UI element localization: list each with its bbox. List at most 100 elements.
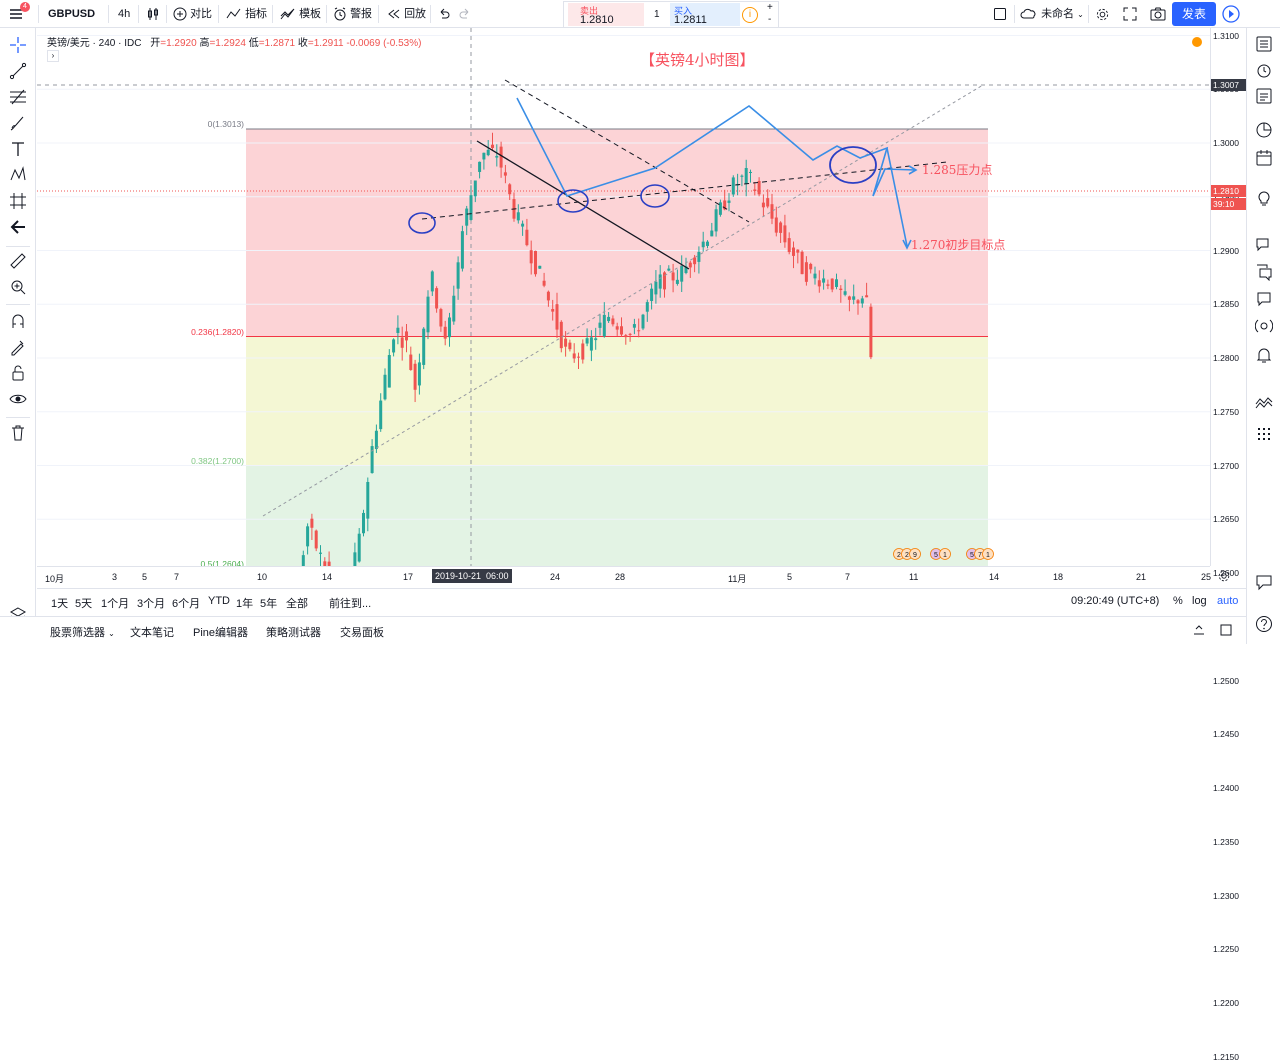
- ideas-button[interactable]: [1252, 186, 1276, 210]
- ruler-tool[interactable]: [6, 249, 30, 273]
- fib-level-label: 0.5(1.2604): [200, 558, 244, 566]
- legend-symbol: 英镑/美元 · 240 · IDC: [47, 38, 142, 49]
- range-button[interactable]: 1年: [236, 598, 254, 610]
- fib-level-label: 0(1.3013): [207, 119, 244, 130]
- tab-text-notes[interactable]: 文本笔记: [130, 627, 174, 639]
- dom-button[interactable]: [1252, 423, 1276, 447]
- log-toggle[interactable]: log: [1192, 595, 1207, 607]
- time-axis[interactable]: 10月35710141721242811月571114182125 2019-1…: [37, 566, 1212, 588]
- price-tick: 1.3100: [1213, 30, 1239, 41]
- help-button[interactable]: [1252, 612, 1276, 636]
- pattern-tool[interactable]: [6, 163, 30, 187]
- redo-button[interactable]: [458, 4, 472, 24]
- sell-button[interactable]: 卖出 1.2810: [568, 3, 644, 26]
- minus-icon[interactable]: -: [768, 14, 772, 25]
- candle-body: [860, 298, 864, 304]
- back-tool[interactable]: [6, 215, 30, 239]
- alert-button[interactable]: 警报: [333, 4, 372, 24]
- fib-level-label: 0.382(1.2700): [191, 455, 244, 466]
- percent-toggle[interactable]: %: [1173, 595, 1183, 607]
- prediction-tool[interactable]: [6, 189, 30, 213]
- candle-body: [508, 184, 512, 195]
- zoom-tool[interactable]: [6, 275, 30, 299]
- templates-button[interactable]: 模板: [280, 4, 321, 24]
- trendline-tool[interactable]: [6, 59, 30, 83]
- publish-button[interactable]: 发表: [1172, 2, 1216, 26]
- brush-tool[interactable]: [6, 111, 30, 135]
- alert-dot[interactable]: [1192, 37, 1202, 47]
- undo-button[interactable]: [437, 4, 451, 24]
- ticker-tape-button[interactable]: [1252, 390, 1276, 414]
- range-button[interactable]: 1天: [51, 598, 69, 610]
- candle-body: [435, 288, 439, 309]
- auto-toggle[interactable]: auto: [1217, 595, 1239, 607]
- price-axis[interactable]: 1.31001.30501.30001.29501.29001.28501.28…: [1210, 28, 1246, 1062]
- tab-trading-panel[interactable]: 交易面板: [340, 627, 384, 639]
- range-button[interactable]: 1个月: [101, 598, 130, 610]
- signals-button[interactable]: [1252, 314, 1276, 338]
- fib-tool[interactable]: [6, 85, 30, 109]
- range-button[interactable]: 6个月: [172, 598, 201, 610]
- settings-button[interactable]: [1095, 4, 1110, 24]
- fullscreen-button[interactable]: [1123, 4, 1137, 24]
- candle-body: [822, 278, 826, 283]
- range-button[interactable]: 5天: [75, 598, 93, 610]
- candle-body: [607, 316, 611, 322]
- axis-settings-button[interactable]: [1217, 569, 1231, 586]
- candle-body: [688, 262, 692, 268]
- keep-drawing-tool[interactable]: [6, 335, 30, 359]
- lock-tool[interactable]: [6, 361, 30, 385]
- price-tick: 1.2900: [1213, 245, 1239, 256]
- magnet-tool[interactable]: [6, 309, 30, 333]
- clock-display[interactable]: 09:20:49 (UTC+8): [1071, 595, 1160, 607]
- minimize-panel-button[interactable]: [1192, 624, 1206, 639]
- chat-support-button[interactable]: [1252, 570, 1276, 594]
- visibility-tool[interactable]: [6, 387, 30, 411]
- indicators-button[interactable]: 指标: [226, 4, 267, 24]
- info-icon[interactable]: i: [742, 7, 758, 23]
- circle-marker: [640, 184, 670, 208]
- delete-tool[interactable]: [6, 421, 30, 445]
- layout-toggle[interactable]: [993, 4, 1007, 24]
- buy-button[interactable]: 买入 1.2811: [670, 3, 740, 26]
- chart-style-button[interactable]: [146, 4, 160, 24]
- tab-strategy-tester[interactable]: 策略测试器: [266, 627, 321, 639]
- snapshot-button[interactable]: [1150, 4, 1166, 24]
- data-window-button[interactable]: [1252, 84, 1276, 108]
- replay-button[interactable]: 回放: [387, 4, 426, 24]
- maximize-panel-button[interactable]: [1220, 624, 1232, 639]
- public-chats-button[interactable]: [1252, 260, 1276, 284]
- range-button[interactable]: 5年: [260, 598, 278, 610]
- interval-button[interactable]: 4h: [118, 8, 131, 20]
- calendar-button[interactable]: [1252, 146, 1276, 170]
- range-button[interactable]: YTD: [208, 595, 230, 607]
- time-tick: 25: [1201, 572, 1212, 582]
- time-tick: 24: [550, 572, 561, 582]
- plus-icon[interactable]: +: [767, 2, 773, 13]
- range-button[interactable]: 全部: [286, 598, 308, 610]
- layout-name-button[interactable]: 未命名 ⌄: [1020, 4, 1084, 24]
- descending-dashed-line: [504, 79, 750, 223]
- price-tick: 1.2600: [1213, 568, 1239, 578]
- legend-collapse-button[interactable]: ›: [47, 50, 59, 62]
- menu-icon[interactable]: [8, 4, 24, 24]
- candle-body: [379, 400, 383, 430]
- list-icon: [1256, 36, 1272, 52]
- alerts-panel-button[interactable]: [1252, 58, 1276, 82]
- text-tool[interactable]: [6, 137, 30, 161]
- tab-stock-screener[interactable]: 股票筛选器 ⌄: [50, 624, 115, 640]
- play-button[interactable]: [1222, 4, 1240, 24]
- goto-date-button[interactable]: 前往到...: [329, 598, 372, 610]
- watchlist-button[interactable]: [1252, 32, 1276, 56]
- symbol-search-button[interactable]: GBPUSD: [48, 8, 96, 20]
- hotlist-button[interactable]: [1252, 118, 1276, 142]
- chats-button[interactable]: [1252, 233, 1276, 257]
- tab-pine-editor[interactable]: Pine编辑器: [193, 627, 249, 639]
- crosshair-tool[interactable]: [6, 33, 30, 57]
- notifications-button[interactable]: [1252, 343, 1276, 367]
- compare-button[interactable]: 对比: [173, 4, 212, 24]
- range-button[interactable]: 3个月: [137, 598, 166, 610]
- streams-button[interactable]: [1252, 287, 1276, 311]
